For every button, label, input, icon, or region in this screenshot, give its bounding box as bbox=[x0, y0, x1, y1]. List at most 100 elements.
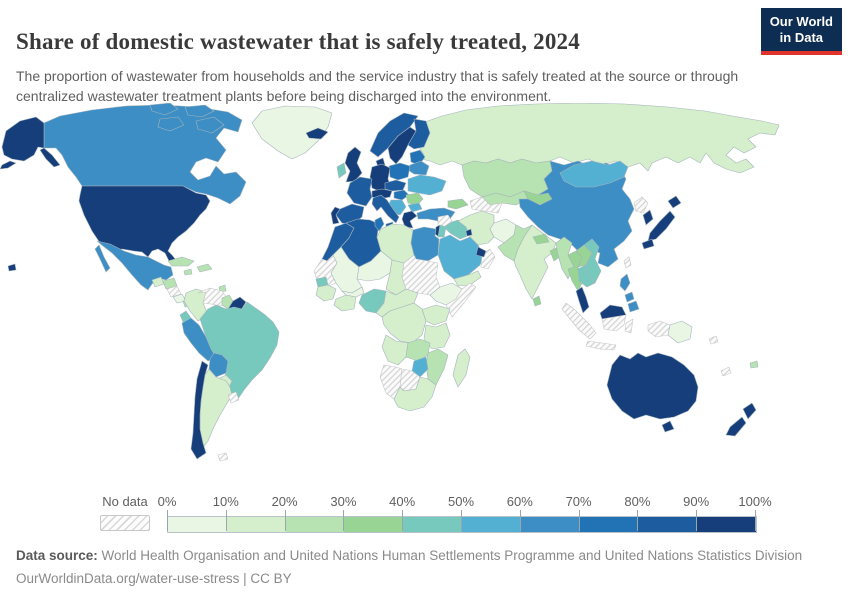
region-papua-new-guinea[interactable]: papua new guinea: 0-10% bbox=[667, 320, 693, 344]
map-legend: No data 0% 10% 20% 30% 40% 50% 60% 70% 80% 90% 100… bbox=[100, 494, 780, 534]
region-new-caledonia[interactable]: new caledonia: No data bbox=[720, 366, 732, 377]
region-philippines-mindanao[interactable]: philippines mindanao: 60-70% bbox=[627, 300, 640, 313]
region-taiwan[interactable]: taiwan: No data bbox=[623, 256, 632, 269]
region-united-kingdom[interactable]: united kingdom: 90-100% bbox=[344, 146, 363, 183]
region-canada-arctic-island-2[interactable]: canada arctic island 2: 60-70% bbox=[184, 104, 215, 118]
region-somalia[interactable]: somalia: No data bbox=[445, 282, 477, 318]
region-angola[interactable]: angola: 10-20% bbox=[381, 334, 409, 366]
region-jamaica[interactable]: jamaica: 20-30% bbox=[183, 268, 193, 276]
region-cuba[interactable]: cuba: 20-30% bbox=[167, 256, 195, 267]
region-india[interactable]: india: 10-20% bbox=[513, 224, 557, 300]
region-belarus[interactable]: belarus: 60-70% bbox=[407, 160, 430, 176]
region-burkina-faso[interactable]: burkina faso: 0-10% bbox=[341, 286, 365, 298]
region-venezuela[interactable]: venezuela: No data bbox=[197, 287, 229, 307]
region-philippines-visayas[interactable]: philippines visayas: 60-70% bbox=[624, 291, 635, 303]
region-baja-california[interactable]: baja california: 60-70% bbox=[94, 244, 111, 273]
region-greece[interactable]: greece: 90-100% bbox=[401, 210, 418, 229]
region-alaska[interactable]: alaska: 90-100% bbox=[1, 116, 45, 162]
region-finland[interactable]: finland: 80-90% bbox=[407, 118, 431, 150]
region-caucasus[interactable]: caucasus: 30-40% bbox=[447, 198, 469, 210]
region-new-zealand-south[interactable]: new zealand south: 90-100% bbox=[725, 416, 747, 437]
legend-bin-10-20%[interactable] bbox=[226, 517, 286, 532]
region-alaska-panhandle[interactable]: alaska panhandle: 90-100% bbox=[39, 147, 61, 168]
legend-bin-80-90%[interactable] bbox=[638, 517, 698, 532]
region-romania[interactable]: romania: 30-40% bbox=[405, 192, 424, 206]
region-sumatra[interactable]: sumatra: No data bbox=[561, 302, 597, 340]
region-ireland[interactable]: ireland: 40-50% bbox=[336, 162, 347, 179]
region-canada[interactable]: canada: 60-70% bbox=[43, 104, 247, 205]
legend-bin-70-80%[interactable] bbox=[579, 517, 639, 532]
license-line[interactable]: OurWorldinData.org/water-use-stress | CC… bbox=[16, 568, 802, 591]
region-egypt[interactable]: egypt: 60-70% bbox=[410, 226, 440, 262]
region-uae-qatar[interactable]: uae qatar: 90-100% bbox=[475, 246, 487, 258]
region-sulawesi[interactable]: sulawesi: No data bbox=[624, 318, 634, 334]
legend-tick-label-30%: 30% bbox=[330, 494, 357, 509]
region-hispaniola[interactable]: hispaniola: 20-30% bbox=[196, 263, 213, 273]
region-guinea-region[interactable]: guinea region: 10-20% bbox=[315, 284, 337, 302]
region-syria[interactable]: syria: No data bbox=[437, 214, 453, 228]
region-madagascar[interactable]: madagascar: 10-20% bbox=[452, 348, 471, 388]
region-norway[interactable]: norway: 80-90% bbox=[369, 112, 419, 158]
region-solomon-islands[interactable]: solomon islands: No data bbox=[708, 335, 719, 345]
region-philippines-luzon[interactable]: philippines luzon: 60-70% bbox=[619, 273, 631, 292]
region-zimbabwe[interactable]: zimbabwe: 50-60% bbox=[411, 356, 429, 378]
owid-logo[interactable]: Our World in Data bbox=[760, 8, 842, 55]
region-sri-lanka[interactable]: sri lanka: 30-40% bbox=[532, 295, 542, 307]
region-turkmenistan[interactable]: turkmenistan: No data bbox=[469, 196, 503, 214]
region-vietnam[interactable]: vietnam: 40-50% bbox=[583, 238, 602, 284]
region-baffin-island[interactable]: baffin island: 60-70% bbox=[195, 116, 225, 134]
region-kuwait[interactable]: kuwait: 90-100% bbox=[465, 228, 473, 237]
region-japan-hokkaido[interactable]: japan hokkaido: 90-100% bbox=[667, 195, 682, 209]
region-italy[interactable]: italy: 80-90% bbox=[371, 194, 400, 224]
legend-no-data-swatch[interactable] bbox=[100, 515, 150, 531]
legend-bin-0-10%[interactable] bbox=[168, 517, 227, 532]
region-canada-arctic-island-1[interactable]: canada arctic island 1: 60-70% bbox=[149, 102, 179, 116]
legend-bin-20-30%[interactable] bbox=[285, 517, 345, 532]
region-bolivia[interactable]: bolivia: 60-70% bbox=[208, 352, 229, 378]
region-iceland[interactable]: iceland: 90-100% bbox=[305, 127, 329, 140]
region-west-papua[interactable]: west papua: No data bbox=[647, 320, 671, 338]
region-jordan[interactable]: jordan: 40-50% bbox=[437, 224, 447, 238]
region-portugal[interactable]: portugal: 90-100% bbox=[330, 206, 341, 225]
region-nepal[interactable]: nepal: 30-40% bbox=[532, 233, 550, 245]
region-poland[interactable]: poland: 70-80% bbox=[388, 162, 411, 181]
region-falkland-islands[interactable]: falkland islands: No data bbox=[217, 452, 229, 462]
region-south-africa[interactable]: south africa: 10-20% bbox=[393, 376, 437, 412]
region-tasmania[interactable]: tasmania: 90-100% bbox=[661, 420, 675, 433]
region-tanzania[interactable]: tanzania: 10-20% bbox=[423, 322, 451, 350]
legend-bin-60-70%[interactable] bbox=[520, 517, 580, 532]
region-australia[interactable]: australia: 90-100% bbox=[606, 352, 699, 420]
region-mongolia[interactable]: mongolia: 50-60% bbox=[559, 160, 629, 188]
region-south-korea[interactable]: south korea: 90-100% bbox=[642, 209, 654, 226]
region-aleutian-islands[interactable]: aleutian islands: 90-100% bbox=[0, 160, 17, 170]
region-malaysia-peninsula[interactable]: malaysia peninsula: 90-100% bbox=[575, 286, 590, 314]
region-japan-kyushu[interactable]: japan kyushu: 90-100% bbox=[641, 238, 655, 250]
region-ivory-coast-ghana[interactable]: ivory coast ghana: 10-20% bbox=[333, 294, 357, 312]
region-fiji[interactable]: fiji: 20-30% bbox=[749, 360, 759, 369]
region-new-zealand-north[interactable]: new zealand north: 90-100% bbox=[742, 402, 757, 420]
region-uganda-kenya[interactable]: uganda kenya: 10-20% bbox=[421, 304, 451, 326]
region-nicaragua[interactable]: nicaragua: No data bbox=[166, 285, 182, 298]
legend-bin-50-60%[interactable] bbox=[461, 517, 521, 532]
region-sudan[interactable]: sudan: No data bbox=[401, 254, 441, 296]
region-chile[interactable]: chile: 90-100% bbox=[190, 360, 209, 460]
region-kazakhstan[interactable]: kazakhstan: 20-30% bbox=[461, 158, 553, 198]
region-ukraine[interactable]: ukraine: 50-60% bbox=[407, 174, 447, 196]
legend-bin-40-50%[interactable] bbox=[403, 517, 462, 532]
legend-tick-label-90%: 90% bbox=[683, 494, 710, 509]
region-yemen[interactable]: yemen: 10-20% bbox=[453, 270, 482, 287]
region-bulgaria[interactable]: bulgaria: 50-60% bbox=[407, 202, 423, 213]
region-java[interactable]: java: No data bbox=[585, 340, 617, 351]
region-dr-congo[interactable]: dr congo: 10-20% bbox=[381, 302, 427, 344]
legend-bin-30-40%[interactable] bbox=[344, 517, 404, 532]
region-borneo-indonesia[interactable]: borneo indonesia: No data bbox=[601, 314, 627, 332]
region-hungary[interactable]: hungary: 70-80% bbox=[393, 189, 410, 201]
region-hawaii[interactable]: hawaii: 90-100% bbox=[7, 263, 17, 272]
region-uruguay[interactable]: uruguay: No data bbox=[227, 391, 240, 404]
region-sweden[interactable]: sweden: 90-100% bbox=[387, 126, 417, 165]
region-tunisia[interactable]: tunisia: 70-80% bbox=[374, 216, 385, 232]
region-victoria-island[interactable]: victoria island: 60-70% bbox=[157, 116, 185, 132]
region-cambodia[interactable]: cambodia: 40-50% bbox=[577, 264, 596, 288]
legend-bin-90-100%[interactable] bbox=[697, 517, 756, 532]
region-north-korea[interactable]: north korea: No data bbox=[633, 196, 649, 214]
